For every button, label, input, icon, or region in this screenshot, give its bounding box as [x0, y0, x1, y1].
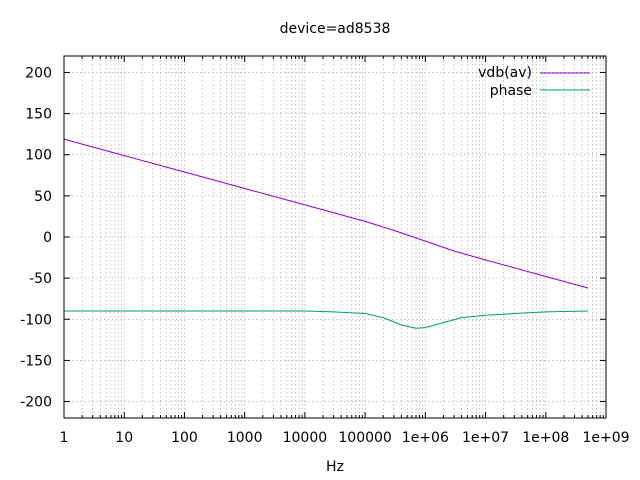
y-tick-label: 100 — [25, 148, 52, 164]
x-tick-label: 10 — [115, 430, 133, 446]
legend-label-phase: phase — [490, 83, 532, 99]
x-tick-label: 1e+08 — [522, 430, 569, 446]
x-tick-label: 1e+09 — [582, 430, 629, 446]
y-tick-labels: -200 -150 -100 -50 0 50 100 150 200 — [20, 65, 52, 410]
grid — [64, 56, 606, 418]
x-tick-label: 100 — [171, 430, 198, 446]
x-axis-label: Hz — [326, 459, 344, 475]
y-tick-label: -100 — [20, 312, 52, 328]
series-line-vdb — [63, 138, 589, 289]
y-tick-label: -200 — [20, 395, 52, 411]
y-tick-label: -50 — [29, 271, 52, 287]
x-tick-label: 1 — [60, 430, 69, 446]
legend: vdb(av) phase — [478, 65, 590, 99]
x-tick-label: 10000 — [283, 430, 328, 446]
y-tick-label: 50 — [34, 189, 52, 205]
y-tick-label: 200 — [25, 65, 52, 81]
x-tick-labels: 1 10 100 1000 10000 100000 1e+06 1e+07 1e+08 1e+0… — [60, 430, 630, 446]
series-line-phase — [64, 310, 588, 329]
x-tick-label: 1e+06 — [402, 430, 449, 446]
chart-title: device=ad8538 — [280, 21, 391, 37]
legend-label-vdb: vdb(av) — [478, 65, 532, 81]
series-lines — [63, 138, 589, 329]
plot-frame — [63, 55, 607, 419]
y-tick-label: 150 — [25, 107, 52, 123]
x-tick-label: 1e+07 — [462, 430, 509, 446]
y-tick-label: 0 — [43, 230, 52, 246]
y-tick-label: -150 — [20, 353, 52, 369]
x-tick-label: 100000 — [338, 430, 391, 446]
x-tick-label: 1000 — [227, 430, 263, 446]
